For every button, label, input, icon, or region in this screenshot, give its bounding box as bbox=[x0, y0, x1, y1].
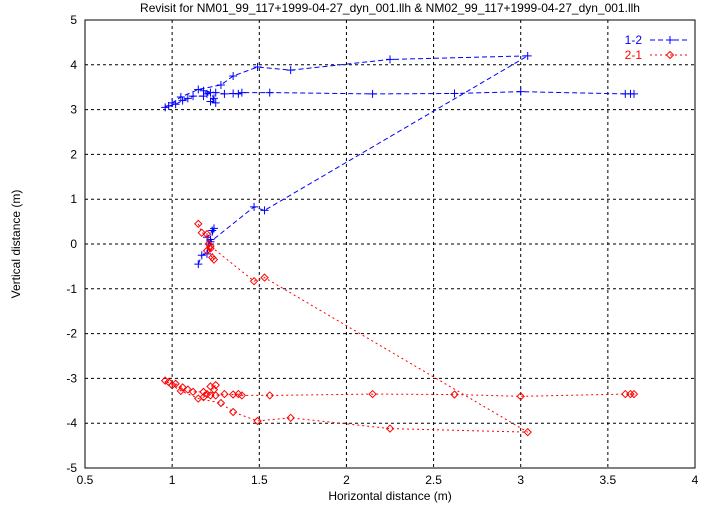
diamond-marker bbox=[629, 389, 639, 399]
plus-marker bbox=[194, 260, 203, 269]
diamond-marker bbox=[209, 255, 219, 264]
plus-marker bbox=[199, 86, 208, 95]
diamond-marker bbox=[260, 273, 269, 282]
diamond-marker bbox=[211, 391, 220, 400]
plus-marker bbox=[211, 98, 220, 107]
diamond-marker bbox=[253, 416, 262, 426]
diamond-marker bbox=[286, 413, 295, 423]
x-tick-label: 2 bbox=[343, 473, 350, 487]
plus-marker bbox=[516, 87, 525, 96]
plus-marker bbox=[523, 51, 532, 60]
plus-marker bbox=[260, 206, 269, 215]
y-tick-label: 3 bbox=[70, 103, 77, 117]
plus-marker bbox=[211, 88, 220, 97]
diamond-marker bbox=[265, 391, 274, 400]
plus-marker bbox=[206, 97, 215, 106]
x-axis-label: Horizontal distance (m) bbox=[328, 489, 451, 503]
plus-marker bbox=[171, 100, 180, 109]
diamond-marker bbox=[183, 385, 193, 394]
plus-marker bbox=[194, 85, 203, 94]
plus-marker bbox=[229, 72, 238, 80]
diamond-marker bbox=[450, 390, 459, 399]
y-tick-label: 5 bbox=[70, 13, 77, 27]
diamond-marker bbox=[237, 391, 247, 400]
plus-marker bbox=[178, 96, 187, 105]
plus-marker bbox=[386, 55, 394, 64]
y-tick-label: -3 bbox=[66, 371, 77, 385]
diamond-marker bbox=[164, 377, 173, 387]
legend-label: 2-1 bbox=[625, 48, 643, 62]
diamond-marker bbox=[188, 387, 198, 397]
diamond-marker bbox=[199, 387, 208, 397]
plus-marker bbox=[666, 36, 674, 44]
y-tick-label: -2 bbox=[66, 327, 77, 341]
y-tick-label: 4 bbox=[70, 58, 77, 72]
y-tick-label: -1 bbox=[66, 282, 77, 296]
legend-label: 1-2 bbox=[625, 33, 643, 47]
plus-marker bbox=[183, 94, 192, 103]
diamond-marker bbox=[202, 246, 212, 255]
series-2-1 bbox=[160, 219, 639, 437]
diamond-marker bbox=[385, 424, 395, 433]
plus-marker bbox=[197, 251, 206, 260]
plus-marker bbox=[234, 89, 243, 98]
diamond-marker bbox=[228, 407, 238, 417]
plot-area bbox=[160, 51, 639, 437]
grid bbox=[85, 20, 695, 468]
x-tick-label: 0.5 bbox=[77, 473, 94, 487]
diamond-marker bbox=[523, 427, 532, 437]
y-tick-label: 2 bbox=[70, 147, 77, 161]
y-tick-label: 1 bbox=[70, 192, 77, 206]
diamond-marker bbox=[516, 392, 525, 401]
x-tick-label: 4 bbox=[692, 473, 699, 487]
plus-marker bbox=[450, 89, 459, 98]
plus-marker bbox=[286, 66, 295, 75]
plus-marker bbox=[630, 89, 638, 98]
y-axis-label: Vertical distance (m) bbox=[9, 190, 23, 299]
x-tick-label: 2.5 bbox=[425, 473, 442, 487]
diamond-marker bbox=[220, 389, 229, 399]
diamond-marker bbox=[202, 229, 212, 239]
plus-marker bbox=[216, 80, 225, 89]
axis-ticks: 0.5 1 1.5 2 2.5 3 3.5 4 5 4 3 2 1 0 -1 -2 -3 -4 -5 bbox=[66, 13, 698, 487]
plus-marker bbox=[189, 92, 198, 101]
series-1-2 bbox=[161, 51, 638, 269]
x-tick-label: 3 bbox=[517, 473, 524, 487]
plus-marker bbox=[265, 88, 274, 97]
plus-marker bbox=[250, 202, 259, 211]
x-tick-label: 1 bbox=[169, 473, 176, 487]
diamond-marker bbox=[626, 389, 635, 399]
x-tick-label: 1.5 bbox=[251, 473, 268, 487]
plus-marker bbox=[164, 102, 173, 111]
x-tick-label: 3.5 bbox=[600, 473, 617, 487]
plus-marker bbox=[220, 89, 229, 98]
y-tick-label: -4 bbox=[66, 416, 77, 430]
diamond-marker bbox=[249, 276, 259, 286]
diamond-marker bbox=[178, 383, 187, 392]
diamond-marker bbox=[199, 393, 208, 402]
diamond-marker bbox=[216, 398, 226, 408]
diamond-marker bbox=[665, 50, 675, 60]
diamond-marker bbox=[197, 228, 206, 238]
chart-title: Revisit for NM01_99_117+1999-04-27_dyn_0… bbox=[140, 1, 640, 15]
legend: 1-22-1 bbox=[625, 33, 690, 62]
y-tick-label: -5 bbox=[66, 461, 77, 475]
plus-marker bbox=[368, 89, 377, 98]
diamond-marker bbox=[211, 380, 220, 390]
plus-marker bbox=[161, 103, 170, 112]
plot-frame bbox=[84, 19, 696, 469]
diamond-marker bbox=[206, 242, 215, 251]
plus-marker bbox=[237, 88, 246, 97]
diamond-marker bbox=[194, 219, 203, 229]
series-line bbox=[164, 55, 634, 265]
plus-marker bbox=[209, 224, 218, 233]
y-tick-label: 0 bbox=[70, 237, 77, 251]
diamond-marker bbox=[368, 389, 377, 399]
plus-marker bbox=[253, 63, 262, 72]
diamond-marker bbox=[171, 379, 180, 388]
series-line bbox=[164, 223, 634, 433]
plus-marker bbox=[176, 93, 185, 102]
